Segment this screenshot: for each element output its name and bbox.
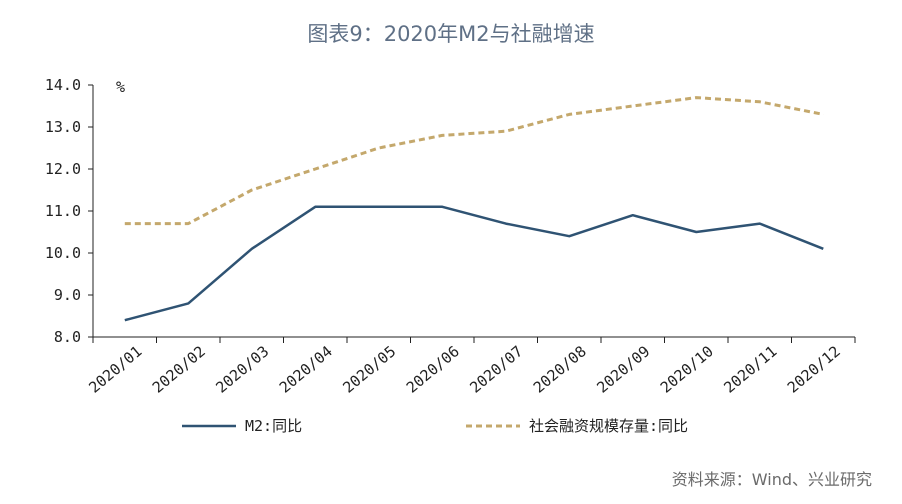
- series-line-1: [124, 96, 824, 226]
- x-tick-label: 2020/07: [466, 342, 526, 396]
- x-tick-label: 2020/12: [784, 342, 844, 396]
- y-axis-unit: %: [116, 78, 125, 96]
- legend: M2:同比 社会融资规模存量:同比: [182, 417, 688, 435]
- x-tick-label: 2020/10: [657, 342, 717, 396]
- y-tick-label: 10.0: [45, 244, 81, 262]
- y-tick-label: 9.0: [54, 286, 81, 304]
- axes: 8.09.010.011.012.013.014.0 %2020/01 2020/0…: [45, 76, 856, 397]
- legend-label-0: M2:同比: [245, 417, 302, 435]
- x-tick-label: 2020/01: [85, 342, 145, 396]
- y-tick-label: 11.0: [45, 202, 81, 220]
- x-tick-label: 2020/02: [149, 342, 209, 396]
- y-tick-label: 14.0: [45, 76, 81, 94]
- chart-title: 图表9：2020年M2与社融增速: [307, 22, 595, 46]
- x-tick-label: 2020/06: [403, 342, 463, 396]
- x-tick-label: 2020/03: [212, 342, 272, 396]
- legend-label-1: 社会融资规模存量:同比: [529, 417, 688, 435]
- y-tick-label: 8.0: [54, 328, 81, 346]
- y-tick-label: 13.0: [45, 118, 81, 136]
- x-tick-label: 2020/04: [276, 342, 336, 396]
- y-tick-label: 12.0: [45, 160, 81, 178]
- x-tick-label: 2020/11: [720, 342, 780, 396]
- series-line-0: [124, 205, 824, 322]
- series-layer: [124, 96, 824, 322]
- source-note: 资料来源：Wind、兴业研究: [671, 470, 872, 489]
- x-tick-label: 2020/09: [593, 342, 653, 396]
- x-tick-label: 2020/05: [339, 342, 399, 396]
- x-tick-label: 2020/08: [530, 342, 590, 396]
